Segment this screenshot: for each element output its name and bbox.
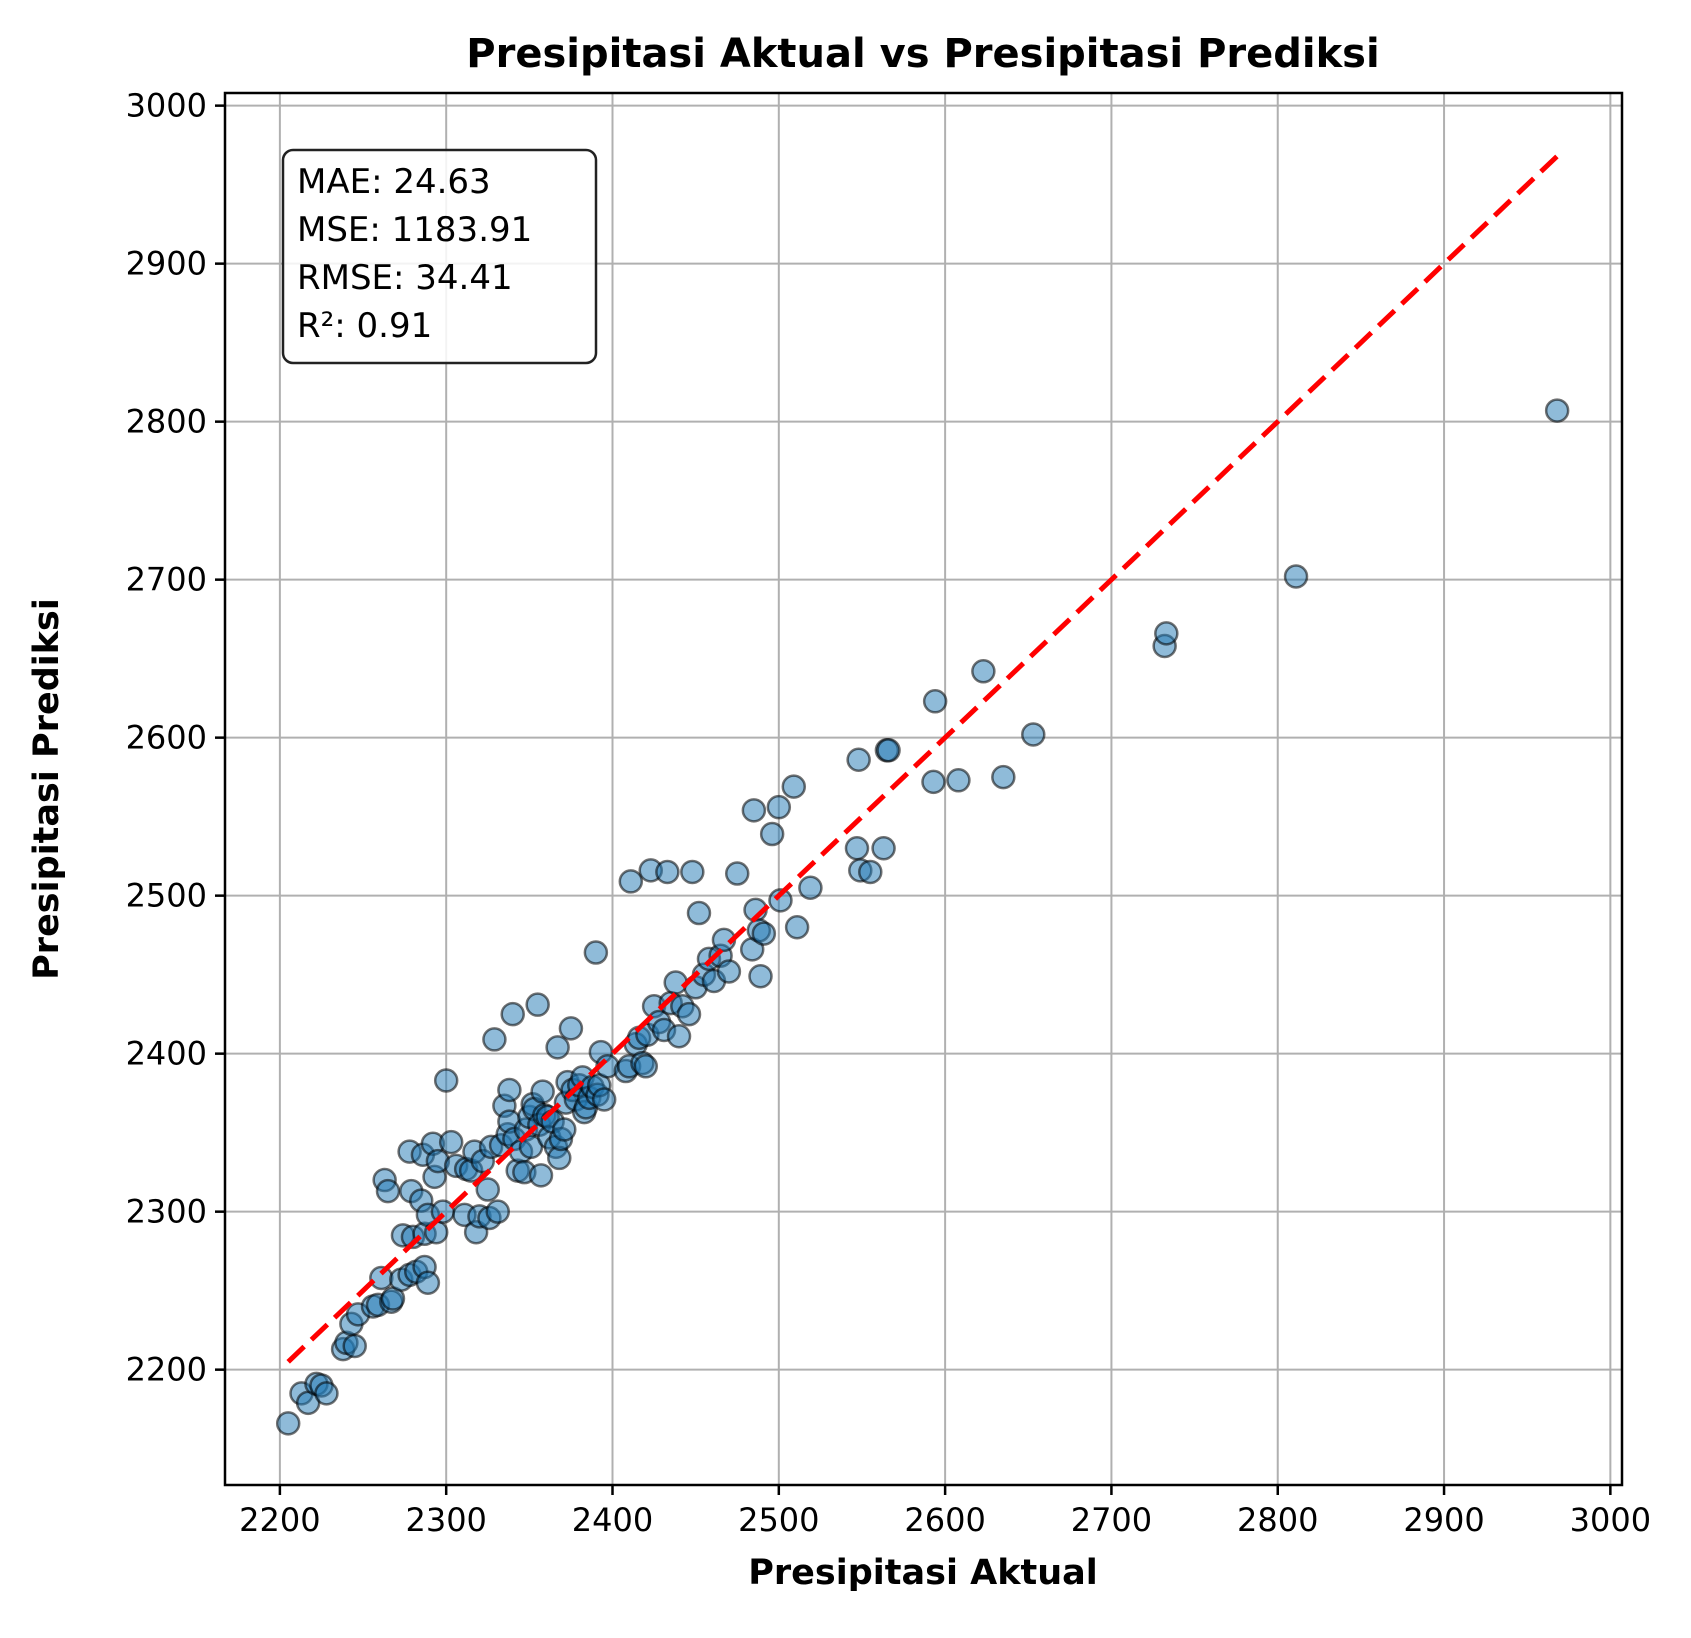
- stat-mae: MAE: 24.63: [297, 162, 491, 202]
- data-point: [591, 1087, 617, 1112]
- x-tick-label: 2800: [1237, 1501, 1318, 1539]
- y-tick-label: 2200: [126, 1351, 207, 1389]
- y-tick-label: 2700: [126, 561, 207, 599]
- data-point: [525, 992, 550, 1017]
- plot-frame: [223, 91, 1624, 1487]
- data-point: [1544, 398, 1570, 423]
- data-point: [633, 1054, 659, 1079]
- data-point: [342, 1333, 367, 1359]
- data-point: [1154, 621, 1179, 646]
- data-point: [871, 836, 896, 861]
- x-axis-ticks: 2200 2300 2400 2500 2600 2700 2800 2900 3000: [239, 1485, 1651, 1539]
- metrics-box-frame: [281, 148, 598, 365]
- y-tick-label: 2400: [126, 1035, 207, 1073]
- chart-title: Presipitasi Aktual vs Presipitasi Predik…: [466, 31, 1379, 77]
- data-point: [921, 769, 946, 795]
- data-point: [530, 1079, 555, 1104]
- data-point: [666, 1024, 692, 1049]
- x-tick-label: 2300: [405, 1501, 486, 1539]
- data-point: [748, 963, 773, 989]
- data-point: [314, 1381, 339, 1406]
- data-point: [844, 836, 870, 861]
- data-point: [784, 915, 810, 940]
- x-tick-label: 2600: [904, 1501, 985, 1539]
- y-tick-label: 2300: [126, 1193, 207, 1231]
- data-point: [971, 659, 996, 684]
- data-point: [781, 774, 807, 799]
- x-axis-label: Presipitasi Aktual: [748, 1553, 1098, 1593]
- perfect-prediction-line: [286, 154, 1559, 1364]
- data-point: [846, 747, 871, 773]
- data-point: [475, 1177, 501, 1202]
- data-point: [946, 768, 971, 793]
- data-point: [583, 940, 609, 965]
- y-tick-label: 2900: [126, 245, 207, 283]
- data-point: [686, 900, 712, 926]
- y-tick-label: 2800: [126, 403, 207, 441]
- stat-rmse: RMSE: 34.41: [297, 258, 513, 298]
- y-tick-label: 2600: [126, 719, 207, 757]
- data-point: [663, 970, 688, 995]
- data-point: [375, 1178, 401, 1204]
- data-point: [558, 1016, 584, 1041]
- data-point: [438, 1129, 464, 1155]
- data-point: [500, 1001, 525, 1027]
- data-point: [716, 959, 742, 984]
- data-points: [275, 398, 1570, 1436]
- data-point: [552, 1117, 577, 1142]
- data-point: [485, 1199, 510, 1224]
- data-point: [275, 1411, 301, 1436]
- data-point: [741, 798, 767, 823]
- x-tick-label: 2500: [738, 1501, 819, 1539]
- data-point: [433, 1068, 459, 1093]
- stat-mse: MSE: 1183.91: [297, 210, 532, 250]
- data-point: [798, 875, 823, 901]
- data-point: [676, 1001, 702, 1027]
- data-point: [759, 821, 785, 847]
- y-tick-label: 2500: [126, 877, 207, 915]
- data-point: [766, 794, 792, 820]
- data-point: [482, 1027, 507, 1052]
- data-point: [618, 869, 644, 894]
- data-point: [751, 921, 777, 946]
- x-tick-label: 3000: [1570, 1501, 1651, 1539]
- y-axis-ticks: 2200 2300 2400 2500 2600 2700 2800 2900 3000: [126, 87, 225, 1389]
- data-point: [545, 1035, 570, 1060]
- data-point: [655, 859, 680, 885]
- x-tick-label: 2200: [239, 1501, 320, 1539]
- data-point: [724, 861, 750, 886]
- data-point: [497, 1077, 522, 1103]
- data-point: [991, 764, 1016, 790]
- data-point: [528, 1163, 554, 1188]
- data-point: [415, 1270, 441, 1296]
- data-point: [768, 888, 793, 913]
- metrics-box: MAE: 24.63 MSE: 1183.91 RMSE: 34.41 R²: …: [281, 148, 598, 365]
- data-point: [876, 738, 901, 763]
- data-point: [858, 859, 883, 885]
- stat-r2: R²: 0.91: [297, 306, 432, 346]
- data-point: [1021, 722, 1046, 747]
- data-point: [1283, 564, 1309, 589]
- y-tick-label: 3000: [126, 87, 207, 125]
- x-tick-label: 2900: [1403, 1501, 1484, 1539]
- data-point: [680, 859, 705, 885]
- data-point: [922, 689, 948, 714]
- x-tick-label: 2400: [572, 1501, 653, 1539]
- x-tick-label: 2700: [1071, 1501, 1152, 1539]
- y-axis-label: Presipitasi Prediksi: [27, 598, 67, 980]
